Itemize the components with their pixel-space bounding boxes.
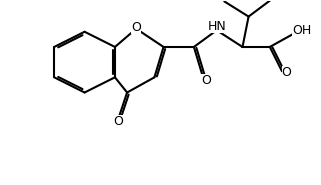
Text: OH: OH <box>292 24 311 37</box>
Text: O: O <box>201 74 211 87</box>
Text: O: O <box>282 66 291 79</box>
Text: O: O <box>113 115 123 128</box>
Text: O: O <box>131 21 141 34</box>
Text: HN: HN <box>207 20 226 33</box>
